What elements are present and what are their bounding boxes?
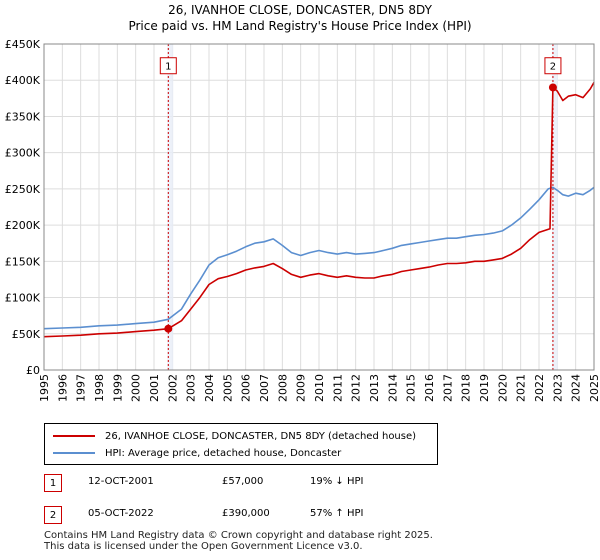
x-tick-label: 2005 <box>221 374 234 402</box>
x-tick-label: 2020 <box>496 374 509 402</box>
transaction-row: 2 05-OCT-2022 £390,000 57% ↑ HPI <box>44 506 564 524</box>
marker-badge <box>159 57 177 75</box>
x-tick-label: 2014 <box>386 374 399 402</box>
x-tick-label: 2024 <box>570 374 583 402</box>
transaction-price: £390,000 <box>222 508 270 519</box>
y-tick-label: £300K <box>5 147 41 160</box>
y-tick-label: £150K <box>5 255 41 268</box>
sale-point <box>164 324 173 333</box>
transaction-hpi-diff: 57% ↑ HPI <box>310 508 364 519</box>
x-tick-label: 2001 <box>148 374 161 402</box>
footer-line: Contains HM Land Registry data © Crown c… <box>44 530 433 541</box>
x-tick-label: 2009 <box>295 374 308 402</box>
x-tick-label: 2022 <box>533 374 546 402</box>
x-tick-label: 2016 <box>423 374 436 402</box>
x-tick-label: 1997 <box>75 374 88 402</box>
y-tick-label: £200K <box>5 219 41 232</box>
x-tick-label: 1998 <box>93 374 106 402</box>
marker-band <box>167 44 174 370</box>
series-line-hpi <box>43 186 595 330</box>
y-tick-label: £400K <box>5 74 41 87</box>
footer-line: This data is licensed under the Open Gov… <box>44 541 363 552</box>
x-tick-label: 1996 <box>56 374 69 402</box>
x-tick-label: 1999 <box>111 374 124 402</box>
x-tick-label: 2019 <box>478 374 491 402</box>
transaction-number-badge: 2 <box>44 506 62 524</box>
legend-swatch-property <box>53 435 95 437</box>
x-tick-label: 2010 <box>313 374 326 402</box>
legend: 26, IVANHOE CLOSE, DONCASTER, DN5 8DY (d… <box>44 423 438 465</box>
x-tick-label: 2021 <box>515 374 528 402</box>
transaction-price: £57,000 <box>222 476 264 487</box>
x-tick-label: 2008 <box>276 374 289 402</box>
x-tick-label: 2013 <box>368 374 381 402</box>
x-tick-label: 2003 <box>185 374 198 402</box>
y-tick-label: £450K <box>5 38 41 51</box>
marker-band <box>551 44 558 370</box>
legend-swatch-hpi <box>53 452 95 454</box>
chart-title: 26, IVANHOE CLOSE, DONCASTER, DN5 8DY <box>168 3 432 17</box>
transaction-number-badge: 1 <box>44 474 62 492</box>
sale-point <box>548 83 557 92</box>
x-tick-label: 2007 <box>258 374 271 402</box>
price-chart: £0 £50K £100K £150K £200K £250K £300K £350K £400… <box>5 38 600 402</box>
x-tick-label: 2015 <box>405 374 418 402</box>
y-tick-label: £250K <box>5 183 41 196</box>
x-tick-label: 2000 <box>130 374 143 402</box>
marker-badge-label: 1 <box>165 62 171 73</box>
x-tick-label: 1995 <box>38 374 51 402</box>
x-tick-label: 2011 <box>331 374 344 402</box>
x-tick-label: 2017 <box>441 374 454 402</box>
plot-border <box>43 43 595 371</box>
legend-item-hpi: HPI: Average price, detached house, Donc… <box>53 446 341 460</box>
transaction-date: 12-OCT-2001 <box>88 476 154 487</box>
x-tick-label: 2018 <box>460 374 473 402</box>
marker-badge-label: 2 <box>550 62 556 73</box>
footer-attribution: Contains HM Land Registry data © Crown c… <box>44 530 433 552</box>
y-tick-label: £50K <box>12 328 41 341</box>
legend-label-hpi: HPI: Average price, detached house, Donc… <box>105 447 342 459</box>
y-tick-label: £0 <box>26 364 40 377</box>
transaction-date: 05-OCT-2022 <box>88 508 154 519</box>
legend-item-property: 26, IVANHOE CLOSE, DONCASTER, DN5 8DY (d… <box>53 429 416 443</box>
y-tick-label: £100K <box>5 292 41 305</box>
chart-subtitle: Price paid vs. HM Land Registry's House … <box>128 19 472 33</box>
x-tick-label: 2012 <box>350 374 363 402</box>
transaction-hpi-diff: 19% ↓ HPI <box>310 476 364 487</box>
x-tick-label: 2002 <box>166 374 179 402</box>
x-tick-label: 2006 <box>240 374 253 402</box>
x-tick-label: 2023 <box>551 374 564 402</box>
marker-badge <box>544 57 562 75</box>
x-tick-label: 2004 <box>203 374 216 402</box>
x-tick-label: 2025 <box>588 374 600 402</box>
legend-label-property: 26, IVANHOE CLOSE, DONCASTER, DN5 8DY (d… <box>105 430 417 442</box>
transaction-row: 1 12-OCT-2001 £57,000 19% ↓ HPI <box>44 474 564 492</box>
series-line-property <box>43 82 595 338</box>
y-tick-label: £350K <box>5 110 41 123</box>
